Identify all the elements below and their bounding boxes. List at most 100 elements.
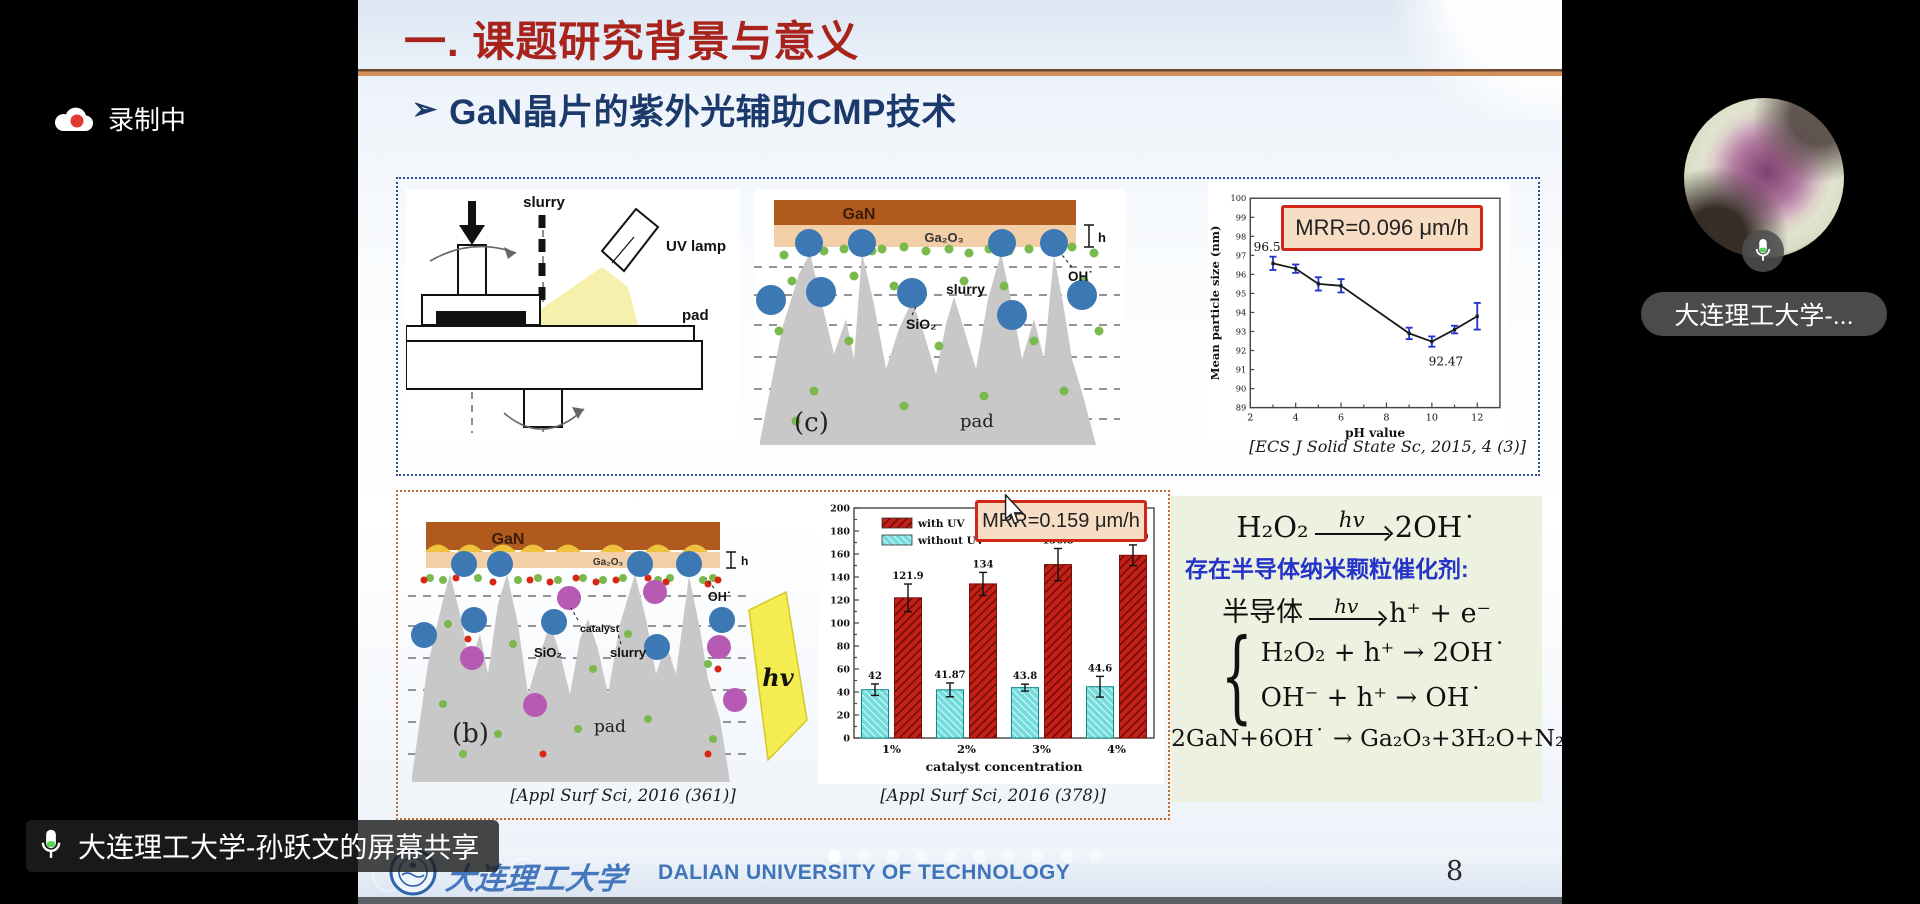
equation-semiconductor-excitation: 半导体 hv h⁺ + e⁻ <box>1171 590 1542 629</box>
svg-text:80: 80 <box>837 642 851 653</box>
svg-text:60: 60 <box>837 665 851 676</box>
subfigure-tag: (b) <box>452 719 489 749</box>
point-label: 92.47 <box>1429 355 1464 369</box>
equation-gan-oxidation: 2GaN+6OH˙ → Ga₂O₃+3H₂O+N₂ <box>1171 723 1565 752</box>
svg-text:94: 94 <box>1236 307 1247 317</box>
equation-h2o2-hole: H₂O₂ + h⁺ → 2OH˙ <box>1260 638 1507 669</box>
eq-left: H₂O₂ <box>1236 510 1309 545</box>
category-label: 3% <box>1032 742 1051 756</box>
ga2o3-label: Ga₂O₃ <box>593 557 624 568</box>
sio2-label: SiO₂ <box>906 316 936 332</box>
reaction-arrow: hv <box>1314 510 1389 544</box>
eq-right: h⁺ + e⁻ <box>1389 598 1491 630</box>
svg-text:89: 89 <box>1236 403 1247 413</box>
slurry-label: slurry <box>946 281 985 297</box>
y-axis: 89 90 91 92 93 94 95 96 97 98 99 100 <box>1231 193 1255 413</box>
catalyst-label: catalyst <box>580 623 620 635</box>
svg-text:180: 180 <box>830 527 850 538</box>
hole-reactions-group: { H₂O₂ + h⁺ → 2OH˙ OH⁻ + h⁺ → OH˙ <box>1171 625 1542 725</box>
uv-lamp-body <box>600 207 660 273</box>
x-axis: 2 4 6 8 10 12 <box>1247 402 1501 424</box>
progress-dot <box>1060 850 1073 863</box>
svg-text:140: 140 <box>830 573 850 584</box>
hv-label: hv <box>762 663 794 692</box>
category-label: 1% <box>882 742 901 756</box>
svg-text:160: 160 <box>830 550 850 561</box>
title-divider-rule <box>358 69 1562 76</box>
mrr-badge-bottom: MRR=0.159 μm/h <box>975 500 1147 542</box>
sio2-particles <box>411 551 735 660</box>
oh-label: OH˙ <box>708 590 731 604</box>
mrr-bar-chart: 0 20 40 60 80 100 120 140 160 180 200 42 121.9 41.87 1… <box>818 496 1164 784</box>
svg-text:91: 91 <box>1236 365 1247 375</box>
mrr-badge-top: MRR=0.096 μm/h <box>1281 205 1483 251</box>
bar-value-label: 134 <box>973 559 994 570</box>
slide-subtitle: GaN晶片的紫外光辅助CMP技术 <box>449 93 957 132</box>
recording-label: 录制中 <box>108 105 187 135</box>
point-label: 96.58 <box>1254 240 1289 254</box>
university-name-en: DALIAN UNIVERSITY OF TECHNOLOGY <box>658 861 1071 884</box>
bottom-figure-group-box: GaN Ga₂O₃ h OH˙ catalyst SiO₂ slurry pad… <box>396 490 1170 820</box>
svg-text:96: 96 <box>1236 269 1247 279</box>
category-label: 2% <box>957 742 976 756</box>
shared-slide: 一. 课题研究背景与意义 ➢ GaN晶片的紫外光辅助CMP技术 slurry U… <box>358 0 1565 904</box>
sio2-label: SiO₂ <box>534 645 562 660</box>
toolbar-ghost-icon <box>506 858 540 892</box>
pad-label: pad <box>960 411 994 432</box>
slide-progress-dots <box>828 850 1102 863</box>
bar-value-label: 44.6 <box>1088 663 1112 674</box>
progress-dot <box>973 850 986 863</box>
pad-profile <box>760 253 1096 445</box>
screen-share-bar: 大连理工大学-孙跃文的屏幕共享 <box>26 820 500 872</box>
cmp-setup-diagram: slurry UV lamp pad <box>406 189 740 443</box>
chemistry-equations-box: H₂O₂ hv 2OH˙ 存在半导体纳米颗粒催化剂: 半导体 hv h⁺ + e… <box>1171 496 1565 802</box>
sio2-particles <box>756 229 1097 330</box>
equation-h2o2-photolysis: H₂O₂ hv 2OH˙ <box>1171 510 1542 545</box>
wafer <box>436 311 526 324</box>
legend: with UV without UV <box>881 517 985 547</box>
slurry-label: slurry <box>523 194 565 211</box>
platen-rotation-arrow <box>503 408 585 430</box>
mrr-value: MRR=0.096 μm/h <box>1295 215 1469 240</box>
reactive-species-dots <box>420 574 722 758</box>
eq-left: 半导体 <box>1222 597 1304 629</box>
mrr-value: MRR=0.159 μm/h <box>982 509 1140 532</box>
pad-profile <box>412 574 730 782</box>
progress-dot <box>915 850 928 863</box>
recording-indicator: 录制中 <box>52 100 186 137</box>
svg-text:0: 0 <box>843 734 850 745</box>
svg-text:100: 100 <box>1231 193 1247 203</box>
uv-light-cone <box>518 267 638 325</box>
svg-text:2: 2 <box>1247 413 1253 424</box>
slide-footer: 大连理工大学 DALIAN UNIVERSITY OF TECHNOLOGY 8 <box>358 848 1562 897</box>
gan-label: GaN <box>843 206 876 223</box>
ga2o3-label: Ga₂O₃ <box>924 230 963 245</box>
h-label: h <box>741 554 748 568</box>
legend-label: with UV <box>917 518 965 530</box>
progress-dot <box>1089 850 1102 863</box>
svg-text:90: 90 <box>1236 384 1247 394</box>
svg-text:10: 10 <box>1426 413 1438 424</box>
bar-value-label: 41.87 <box>934 670 965 681</box>
catalyst-particles <box>460 580 747 717</box>
citation-ecs: [ECS J Solid State Sc, 2015, 4 (3)] <box>1249 437 1526 456</box>
uv-lamp-label: UV lamp <box>666 238 726 255</box>
pad-layer <box>406 325 695 342</box>
catalyst-note: 存在半导体纳米颗粒催化剂: <box>1185 556 1469 583</box>
y-axis-label: Mean particle size (nm) <box>1208 226 1222 381</box>
svg-text:99: 99 <box>1236 212 1247 222</box>
recording-cloud-icon <box>54 107 94 131</box>
category-label: 4% <box>1107 742 1126 756</box>
x-axis-label: pH value <box>1345 426 1405 440</box>
svg-text:100: 100 <box>830 619 850 630</box>
svg-text:97: 97 <box>1236 250 1247 260</box>
pad-label: pad <box>594 717 626 737</box>
figure-c-diagram: GaN Ga₂O₃ h OH˙ slurry SiO₂ pad (c) <box>754 189 1126 445</box>
svg-text:95: 95 <box>1236 288 1247 298</box>
svg-text:200: 200 <box>830 504 850 515</box>
hv-over-arrow: hv <box>1334 594 1359 619</box>
svg-text:98: 98 <box>1236 231 1247 241</box>
down-force-arrow <box>459 225 485 245</box>
